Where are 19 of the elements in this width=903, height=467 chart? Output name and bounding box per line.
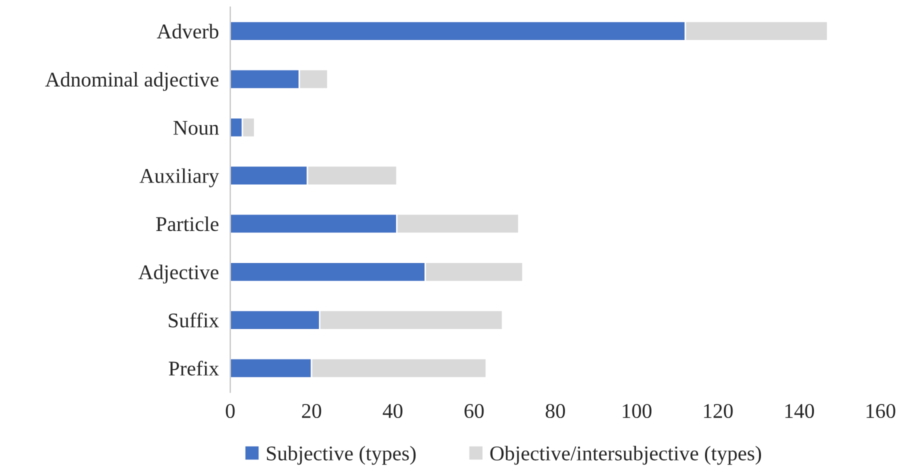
legend-label: Objective/intersubjective (types) (490, 446, 762, 465)
x-tick-label: 80 (546, 404, 565, 418)
x-tick-label: 60 (464, 404, 484, 418)
y-tick-label: Suffix (168, 312, 219, 328)
y-tick-label: Adnominal adjective (45, 72, 218, 91)
y-tick-label: Adverb (156, 24, 218, 39)
x-tick-label: 20 (302, 404, 322, 418)
y-tick-label: Prefix (168, 360, 219, 376)
y-tick-label: Particle (156, 216, 218, 232)
x-tick-label: 0 (226, 404, 235, 418)
y-tick-label: Adjective (138, 264, 218, 284)
y-tick-label: Noun (173, 120, 219, 135)
x-tick-label: 40 (382, 404, 402, 418)
x-tick-label: 160 (866, 404, 896, 418)
x-tick-label: 140 (785, 404, 814, 418)
y-tick-label: Auxiliary (140, 168, 220, 188)
x-tick-label: 100 (622, 404, 652, 418)
x-tick-label: 120 (704, 404, 733, 418)
legend-label: Subjective (types) (266, 446, 416, 465)
